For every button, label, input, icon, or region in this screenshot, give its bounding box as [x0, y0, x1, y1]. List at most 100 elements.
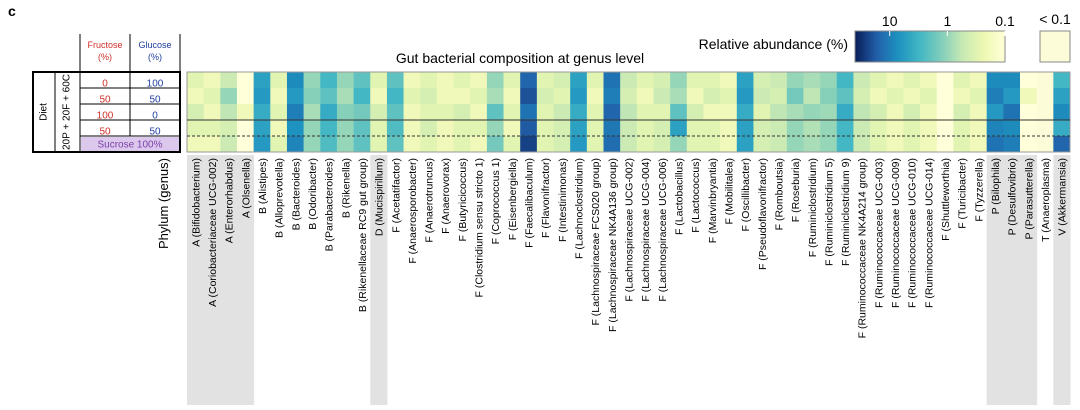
heat-cell: [203, 136, 221, 153]
heat-cell: [886, 136, 904, 153]
heat-cell: [503, 104, 521, 121]
heat-cell: [853, 88, 871, 105]
genus-label: F (Anaerotruncus): [424, 158, 436, 243]
heat-cell: [1053, 120, 1071, 137]
heat-cell: [520, 72, 538, 89]
genus-label: F (Anaerosporobacter): [407, 158, 419, 264]
heat-cell: [720, 88, 738, 105]
heat-cell: [886, 120, 904, 137]
genus-label: F (Ruminiclostridium): [807, 158, 819, 257]
heat-cell: [603, 136, 621, 153]
label-band: [220, 155, 238, 405]
heat-cell: [236, 120, 254, 137]
heat-cell: [753, 120, 771, 137]
heat-cell: [453, 104, 471, 121]
genus-label: A (Coriobacteriaceae UCG-002): [207, 158, 219, 307]
heat-cell: [986, 72, 1004, 89]
heat-cell: [753, 136, 771, 153]
heat-cell: [820, 88, 838, 105]
heat-cell: [870, 88, 888, 105]
heat-cell: [470, 72, 488, 89]
heat-cell: [503, 136, 521, 153]
heat-cell: [703, 72, 721, 89]
colorbar-tick-label: 10: [882, 13, 898, 29]
heat-cell: [670, 120, 688, 137]
heat-cell: [886, 88, 904, 105]
heat-cell: [770, 72, 788, 89]
heat-cell: [603, 104, 621, 121]
heat-cell: [436, 72, 454, 89]
heat-cell: [453, 120, 471, 137]
heat-cell: [536, 120, 554, 137]
heat-cell: [1020, 72, 1037, 89]
table-cell: 0: [102, 79, 108, 90]
heat-cell: [187, 104, 204, 121]
heat-cell: [786, 104, 804, 121]
genus-label: B (Parabacteroides): [324, 158, 336, 251]
heat-cell: [636, 120, 654, 137]
heat-cell: [920, 136, 938, 153]
heat-cell: [286, 104, 304, 121]
below-swatch: [1039, 30, 1071, 63]
heat-cell: [336, 104, 354, 121]
heat-cell: [386, 72, 404, 89]
label-band: [986, 155, 1004, 405]
heat-cell: [270, 120, 288, 137]
genus-label: A (Olsenella): [240, 158, 252, 218]
heat-cell: [903, 104, 921, 121]
heat-cell: [187, 88, 204, 105]
heat-cell: [836, 104, 854, 121]
heat-cell: [686, 72, 704, 89]
heat-cell: [1020, 88, 1037, 105]
heat-cell: [636, 72, 654, 89]
heat-cell: [253, 104, 271, 121]
genus-label: A (Enterorhabdus): [224, 158, 236, 243]
genus-label: F (Romboutsia): [773, 158, 785, 230]
heat-cell: [353, 136, 371, 153]
below-label: < 0.1: [1039, 11, 1071, 27]
heat-cell: [370, 72, 388, 89]
heat-cell: [953, 136, 971, 153]
heat-cell: [686, 120, 704, 137]
heat-cell: [620, 104, 638, 121]
heat-cell: [553, 104, 571, 121]
genus-label: V (Akkermansia): [1057, 158, 1069, 236]
heat-cell: [853, 72, 871, 89]
heat-cell: [770, 104, 788, 121]
heat-cell: [420, 104, 438, 121]
heat-cell: [270, 136, 288, 153]
genus-label: F (Shuttleworthia): [940, 158, 952, 241]
heat-cell: [1036, 72, 1054, 89]
heat-cell: [953, 88, 971, 105]
genus-label: F (Lachnospiraceae UCG-002): [624, 158, 636, 302]
heat-cell: [870, 120, 888, 137]
genus-label: F (Ruminococcaceae UCG-003): [873, 158, 885, 308]
heat-cell: [386, 136, 404, 153]
heat-cell: [886, 104, 904, 121]
table-header: Glucose (%): [138, 40, 171, 62]
diet-formula: 20P + 20F + 60C: [62, 74, 73, 150]
heat-cell: [770, 88, 788, 105]
heat-cell: [253, 120, 271, 137]
table-cell: 50: [149, 95, 161, 106]
heat-cell: [936, 88, 954, 105]
heat-cell: [303, 104, 321, 121]
heat-cell: [770, 136, 788, 153]
heat-cell: [320, 136, 338, 153]
heat-cell: [220, 104, 238, 121]
heat-cell: [1036, 120, 1054, 137]
heat-cell: [786, 120, 804, 137]
heat-cell: [936, 120, 954, 137]
heat-cell: [203, 72, 221, 89]
heat-cell: [870, 136, 888, 153]
heat-cell: [1003, 72, 1021, 89]
heat-cell: [486, 136, 504, 153]
heat-cell: [820, 120, 838, 137]
heat-cell: [403, 120, 421, 137]
heat-cell: [1053, 136, 1071, 153]
heat-cell: [353, 104, 371, 121]
heat-cell: [736, 104, 754, 121]
heat-cell: [386, 104, 404, 121]
heat-cell: [720, 72, 738, 89]
